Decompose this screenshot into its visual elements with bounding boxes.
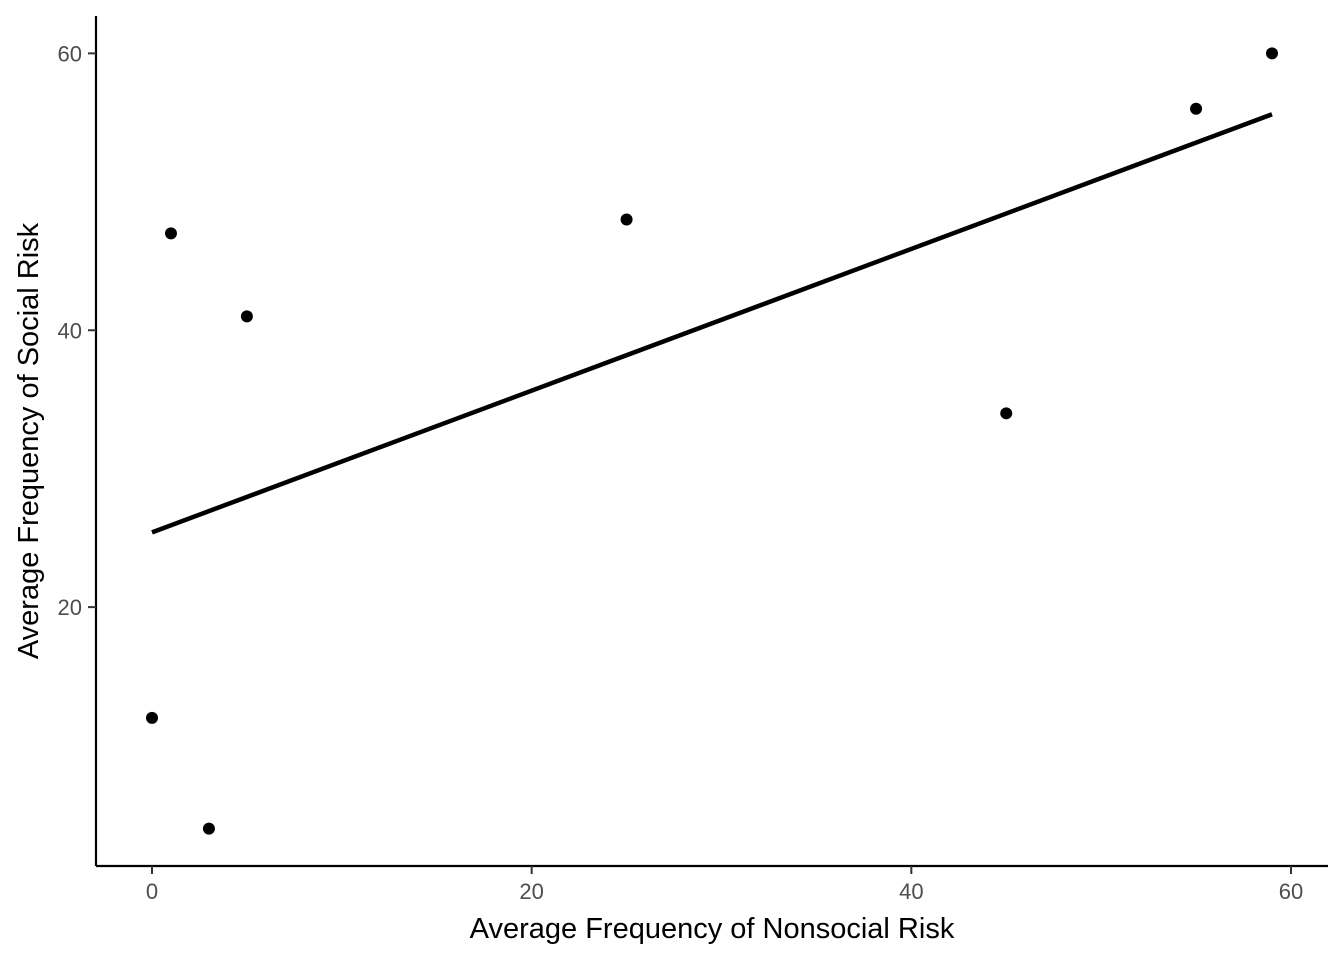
- data-point: [620, 213, 633, 226]
- x-axis-title: Average Frequency of Nonsocial Risk: [470, 913, 955, 945]
- y-tick-label: 40: [58, 318, 82, 343]
- data-point: [146, 711, 158, 724]
- y-tick-label: 60: [58, 41, 82, 66]
- trend-line: [151, 112, 1273, 535]
- x-tick-label: 0: [146, 879, 158, 904]
- data-point: [202, 822, 215, 835]
- data-point: [240, 310, 253, 323]
- x-tick-label: 40: [899, 879, 923, 904]
- data-point: [1266, 47, 1278, 60]
- data-points: [146, 47, 1278, 835]
- y-ticks: 20 40 60: [58, 41, 96, 620]
- data-point: [1000, 407, 1013, 420]
- data-point: [1190, 102, 1203, 115]
- y-axis-title: Average Frequency of Social Risk: [13, 222, 45, 659]
- x-tick-label: 60: [1279, 879, 1303, 904]
- data-point: [164, 227, 177, 240]
- x-ticks: 0 20 40 60: [146, 866, 1303, 904]
- axes: [94, 16, 1328, 868]
- x-tick-label: 20: [519, 879, 543, 904]
- y-tick-label: 20: [58, 595, 82, 620]
